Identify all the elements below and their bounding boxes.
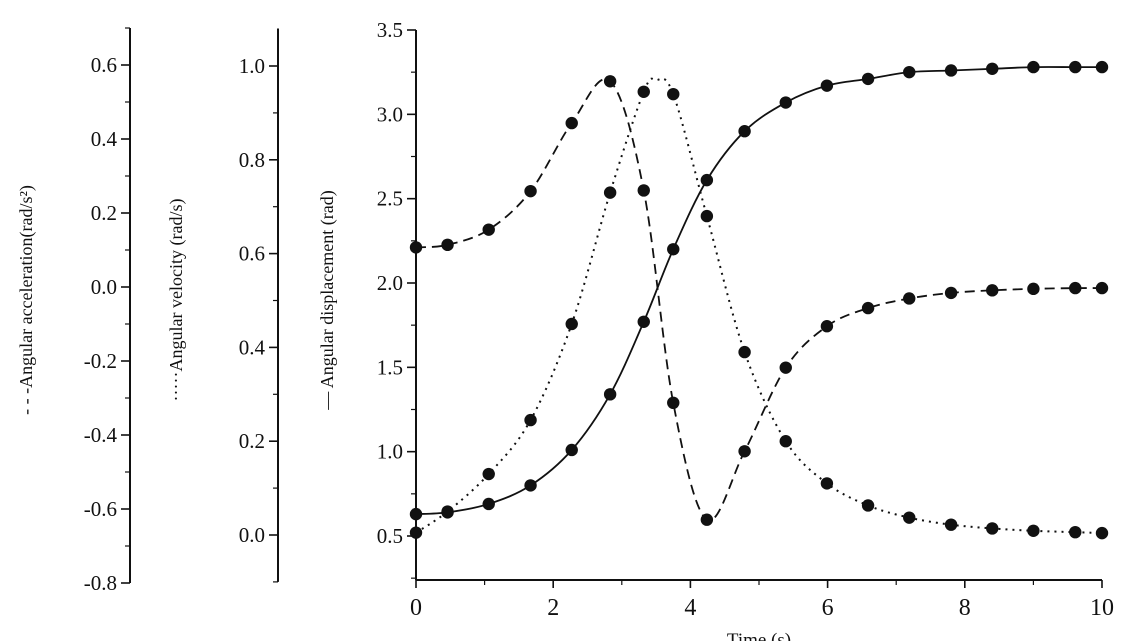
- acceleration-data-point: [603, 75, 617, 88]
- velocity-tick-label: 0.8: [239, 148, 265, 172]
- acceleration-data-point: [1069, 281, 1082, 295]
- displacement-data-point: [1069, 60, 1082, 74]
- acceleration-data-point: [667, 396, 680, 410]
- velocity-data-point: [441, 505, 454, 518]
- displacement-data-point: [861, 72, 875, 86]
- acceleration-tick-label: -0.4: [84, 423, 118, 447]
- acceleration-tick-label: -0.8: [84, 571, 117, 595]
- velocity-data-point: [565, 317, 578, 331]
- displacement-tick-label: 3.5: [377, 18, 403, 42]
- velocity-data-point: [986, 522, 999, 535]
- acceleration-data-point: [820, 320, 834, 333]
- acceleration-data-point: [524, 184, 537, 198]
- acceleration-data-point: [903, 292, 916, 305]
- acceleration-data-point: [1095, 281, 1109, 295]
- velocity-data-point: [944, 518, 958, 531]
- displacement-tick-label: 0.5: [377, 524, 403, 548]
- velocity-tick-label: 0.4: [239, 335, 266, 359]
- velocity-data-point: [861, 499, 875, 512]
- velocity-tick-label: 0.6: [239, 242, 265, 266]
- velocity-data-point: [1027, 524, 1040, 537]
- x-tick-label: 0: [410, 595, 422, 621]
- velocity-data-point: [524, 413, 537, 427]
- acceleration-data-point: [1027, 282, 1040, 296]
- x-axis-label: Time (s): [727, 630, 791, 641]
- velocity-data-point: [667, 87, 680, 101]
- displacement-tick-label: 2.0: [377, 271, 403, 295]
- velocity-axis-title: ·····Angular velocity (rad/s): [166, 199, 187, 402]
- acceleration-data-point: [986, 284, 999, 297]
- displacement-data-point: [738, 125, 751, 138]
- acceleration-tick-label: 0.4: [91, 127, 118, 151]
- displacement-tick-label: 1.0: [377, 440, 403, 464]
- acceleration-data-point: [409, 241, 423, 254]
- acceleration-series-line: [415, 78, 1103, 522]
- axes-layer: 0.6 0.4 0.2 0.0 -0.2 -0.4 -0.6 -0.8 - - -Angular…: [16, 18, 1114, 621]
- acceleration-data-point: [637, 184, 650, 197]
- acceleration-tick-label: 0.6: [91, 53, 117, 77]
- displacement-data-point: [565, 443, 578, 457]
- displacement-data-point: [1027, 60, 1040, 74]
- velocity-data-point: [1069, 525, 1082, 539]
- acceleration-data-point: [779, 361, 792, 374]
- displacement-data-point: [637, 315, 650, 328]
- displacement-tick-label: 3.0: [377, 102, 403, 126]
- x-tick-label: 2: [547, 595, 559, 621]
- acceleration-tick-label: -0.6: [84, 497, 117, 521]
- x-tick-label: 6: [822, 595, 834, 621]
- velocity-data-point: [1095, 526, 1109, 540]
- acceleration-data-point: [565, 116, 578, 130]
- displacement-data-point: [779, 96, 792, 109]
- velocity-series-line: [415, 77, 1103, 535]
- displacement-data-point: [603, 388, 617, 401]
- velocity-tick-label: 1.0: [239, 54, 265, 78]
- series-layer: [409, 60, 1109, 540]
- displacement-data-point: [986, 62, 999, 75]
- velocity-data-point: [700, 209, 714, 223]
- displacement-data-point: [820, 79, 834, 92]
- acceleration-data-point: [441, 238, 454, 252]
- acceleration-data-point: [944, 286, 958, 300]
- x-tick-label: 4: [684, 595, 696, 621]
- velocity-data-point: [779, 435, 792, 448]
- velocity-data-point: [820, 477, 834, 490]
- velocity-data-point: [903, 511, 916, 524]
- displacement-data-point: [1095, 60, 1109, 74]
- velocity-data-point: [603, 186, 617, 199]
- velocity-data-point: [482, 467, 495, 481]
- velocity-data-point: [409, 526, 423, 539]
- displacement-data-point: [482, 497, 495, 511]
- velocity-data-point: [637, 85, 650, 98]
- displacement-data-point: [409, 507, 423, 521]
- acceleration-tick-label: 0.0: [91, 275, 117, 299]
- acceleration-axis-title: - - -Angular acceleration(rad/s²): [16, 185, 37, 415]
- displacement-data-point: [944, 64, 958, 77]
- acceleration-tick-label: 0.2: [91, 201, 117, 225]
- x-tick-label: 8: [959, 595, 971, 621]
- velocity-data-point: [738, 345, 751, 359]
- displacement-data-point: [667, 243, 680, 256]
- velocity-tick-label: 0.0: [239, 523, 265, 547]
- acceleration-tick-label: -0.2: [84, 349, 117, 373]
- acceleration-data-point: [700, 513, 714, 526]
- displacement-axis-title: — Angular displacement (rad): [317, 190, 338, 410]
- x-tick-label: 10: [1090, 595, 1114, 621]
- acceleration-data-point: [861, 301, 875, 315]
- displacement-tick-label: 1.5: [377, 355, 403, 379]
- velocity-tick-label: 0.2: [239, 429, 265, 453]
- displacement-tick-label: 2.5: [377, 187, 403, 211]
- displacement-data-point: [524, 479, 537, 492]
- displacement-data-point: [903, 65, 916, 79]
- acceleration-data-point: [738, 445, 751, 458]
- displacement-data-point: [700, 173, 714, 187]
- acceleration-data-point: [482, 223, 495, 236]
